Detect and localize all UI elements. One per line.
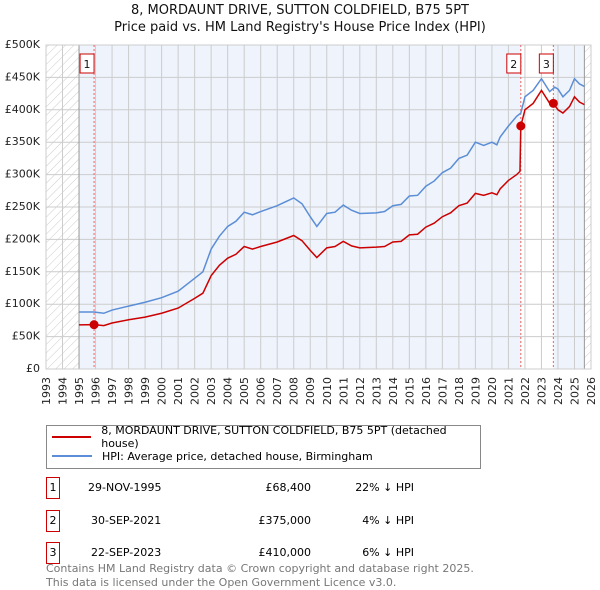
sale-date: 22-SEP-2023 [91,546,162,559]
y-tick-label: £400K [5,103,41,116]
plot-frame [45,44,592,370]
sale-row: 3 22-SEP-2023 £410,000 6% ↓ HPI [46,542,446,564]
sale-hpi-diff: 22% ↓ HPI [355,481,414,494]
hpi-line [79,77,585,315]
legend-label: 8, MORDAUNT DRIVE, SUTTON COLDFIELD, B75… [101,424,447,450]
legend-item-property: 8, MORDAUNT DRIVE, SUTTON COLDFIELD, B75… [52,424,480,450]
sale-label: 1 [84,58,91,71]
x-tick-label: 2025 [568,377,581,405]
sale-label: 3 [543,58,550,71]
y-tick-label: £450K [5,70,41,83]
footer-licence: This data is licensed under the Open Gov… [46,576,397,589]
y-tick-label: £50K [12,330,41,343]
y-tick-label: £250K [5,200,41,213]
x-tick-label: 2015 [403,377,416,405]
x-tick-label: 2012 [354,377,367,405]
sale-price: £68,400 [265,481,312,494]
legend-label: HPI: Average price, detached house, Birm… [102,449,373,463]
sale-label-box [79,53,95,74]
y-tick-label: £500K [5,38,41,51]
legend-swatch-red [52,436,92,438]
sale-label-box [506,53,522,74]
x-tick-label: 2014 [387,377,400,405]
sale-marker-label: 3 [46,542,60,564]
x-tick-label: 2009 [304,377,317,405]
x-tick-label: 2024 [552,377,565,405]
x-tick-label: 1998 [123,377,136,405]
x-tick-label: 1994 [57,377,70,405]
chart-title: 8, MORDAUNT DRIVE, SUTTON COLDFIELD, B75… [130,3,469,18]
sale-point [516,121,526,131]
x-tick-label: 2013 [370,377,383,405]
sale-hpi-diff: 6% ↓ HPI [362,546,414,559]
y-tick-label: £300K [5,168,41,181]
sale-point [89,320,99,330]
x-tick-label: 2018 [453,377,466,405]
x-tick-label: 2010 [321,377,334,405]
x-tick-label: 1993 [40,377,53,405]
x-tick-label: 2016 [420,377,433,405]
x-tick-label: 2003 [205,377,218,405]
x-tick-label: 2023 [535,377,548,405]
sale-point [548,98,558,108]
footer-copyright: Contains HM Land Registry data © Crown c… [46,562,474,575]
legend-item-hpi: HPI: Average price, detached house, Birm… [52,448,373,464]
sale-label: 2 [510,58,517,71]
x-tick-label: 2004 [222,377,235,405]
sale-date: 30-SEP-2021 [91,514,162,527]
y-tick-label: £200K [5,232,41,245]
y-tick-label: £150K [5,265,41,278]
y-tick-label: £0 [26,362,40,375]
sale-label-box [538,53,554,74]
sale-marker-label: 1 [46,477,60,499]
x-tick-label: 2019 [469,377,482,405]
sale-price: £410,000 [258,546,312,559]
x-tick-label: 2002 [189,377,202,405]
legend-swatch-blue [52,455,92,457]
sale-row: 1 29-NOV-1995 £68,400 22% ↓ HPI [46,477,446,499]
sale-price: £375,000 [258,514,312,527]
x-tick-label: 1997 [106,377,119,405]
x-tick-label: 2020 [486,377,499,405]
x-tick-label: 2005 [238,377,251,405]
x-tick-label: 2007 [271,377,284,405]
legend: 8, MORDAUNT DRIVE, SUTTON COLDFIELD, B75… [46,424,481,469]
x-tick-label: 1995 [73,377,86,405]
sale-marker-label: 2 [46,510,60,532]
x-tick-label: 2022 [519,377,532,405]
sale-hpi-diff: 4% ↓ HPI [362,514,414,527]
x-tick-label: 2006 [255,377,268,405]
x-tick-label: 2021 [502,377,515,405]
x-tick-label: 2001 [172,377,185,405]
x-tick-label: 2000 [156,377,169,405]
price-chart: 1993 1994 1995 1996 1997 1998 1999 2000 2001 2002… [5,38,598,405]
y-tick-label: £100K [5,297,41,310]
x-tick-label: 2011 [337,377,350,405]
x-tick-label: 2017 [436,377,449,405]
y-tick-label: £350K [5,135,41,148]
chart-subtitle: Price paid vs. HM Land Registry's House … [114,20,486,35]
sale-date: 29-NOV-1995 [88,481,162,494]
x-tick-label: 2008 [288,377,301,405]
x-tick-label: 2026 [585,377,598,405]
x-tick-label: 1999 [139,377,152,405]
sale-row: 2 30-SEP-2021 £375,000 4% ↓ HPI [46,510,446,532]
x-tick-label: 1996 [90,377,103,405]
property-price-line [79,88,585,327]
